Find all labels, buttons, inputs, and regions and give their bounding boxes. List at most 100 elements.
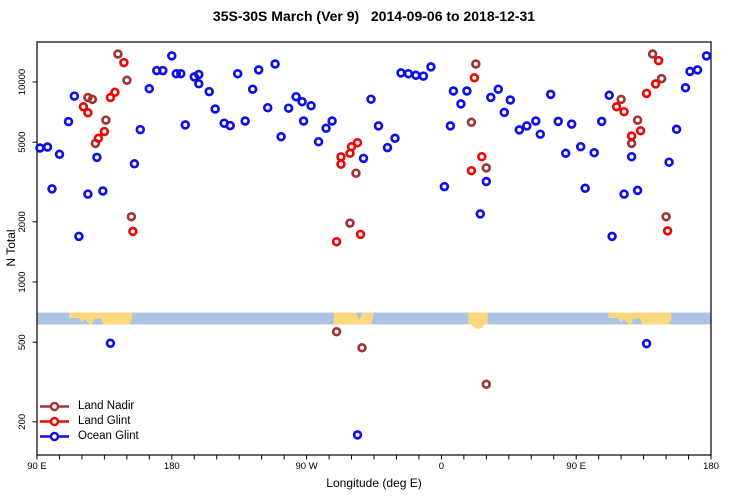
data-point-ocean-glint [327,116,337,126]
data-point-land-glint [336,159,346,169]
data-point-ocean-glint [475,209,486,219]
data-point-land-glint [105,92,116,103]
data-point-land-glint [93,133,104,144]
data-point-ocean-glint [276,131,286,142]
data-point-ocean-glint [411,70,421,81]
plot-box [36,41,712,456]
legend-item-land-glint: Land Glint [38,414,139,429]
data-point-ocean-glint [604,90,614,101]
data-point-land-glint [331,236,342,247]
data-point-land-glint [352,137,363,148]
data-point-land-glint [635,126,646,136]
data-point-land-nadir [616,94,626,105]
data-point-ocean-glint [210,104,220,114]
data-point-ocean-glint [54,149,65,160]
data-point-ocean-glint [531,116,541,126]
data-point-ocean-glint [396,68,406,78]
data-point-land-nadir [357,343,367,353]
legend-item-land-nadir: Land Nadir [38,399,139,414]
data-point-land-glint [653,55,664,66]
data-point-land-nadir [466,117,477,128]
data-point-land-nadir [632,115,643,125]
data-point-ocean-glint [105,338,116,349]
data-point-land-nadir [331,326,342,337]
data-point-ocean-glint [439,181,450,192]
data-point-ocean-glint [171,68,182,79]
data-point-land-nadir [101,115,111,125]
data-point-land-glint [119,57,129,68]
data-point-ocean-glint [352,430,363,440]
data-point-ocean-glint [596,116,607,127]
map-band-land-africa [468,312,488,329]
data-point-ocean-glint [306,101,316,111]
data-point-ocean-glint [580,183,590,194]
data-point-land-glint [355,229,366,240]
data-point-land-nadir [122,75,132,86]
legend-circle [49,416,60,427]
y-axis-label: N Total [4,229,18,267]
x-tick-label: 90 E [27,461,47,472]
data-point-ocean-glint [176,68,186,79]
data-point-land-nadir [481,163,492,173]
map-band-land-south-america [333,312,374,325]
legend-circle [49,401,60,412]
data-point-ocean-glint [445,121,456,131]
data-point-ocean-glint [390,133,400,144]
data-point-land-glint [466,165,477,176]
data-point-land-glint [78,102,89,112]
data-point-ocean-glint [167,51,177,61]
data-point-ocean-glint [418,71,429,81]
data-point-land-glint [626,131,637,141]
data-point-land-nadir [351,168,361,178]
data-point-ocean-glint [486,92,496,103]
x-tick-label: 0 [439,461,444,472]
data-point-ocean-glint [456,99,466,109]
data-point-ocean-glint [321,123,331,134]
data-point-ocean-glint [685,66,695,77]
data-point-ocean-glint [358,153,369,164]
data-point-ocean-glint [313,136,324,147]
data-point-ocean-glint [240,116,250,126]
y-tick-label: 5000 [17,132,28,153]
land-glint-marker-icon [40,416,69,427]
map-band-ocean [37,312,711,325]
data-point-land-nadir [87,94,98,105]
data-point-land-glint [469,73,480,83]
data-point-ocean-glint [232,68,243,79]
y-tick-label: 200 [17,414,28,430]
data-point-ocean-glint [499,107,510,118]
data-point-ocean-glint [373,121,384,131]
data-point-land-glint [650,79,661,89]
data-point-land-nadir [481,379,492,390]
data-point-ocean-glint [553,116,563,127]
data-point-land-nadir [471,59,481,69]
data-point-ocean-glint [448,86,459,96]
data-point-ocean-glint [253,65,264,75]
ocean-glint-marker-icon [40,431,69,442]
map-band-land-australia [608,312,672,325]
data-point-land-glint [619,106,629,117]
data-point-ocean-glint [514,125,525,135]
x-axis-label: Longitude (deg E) [326,476,422,490]
data-point-ocean-glint [204,86,214,97]
map-band-land-australia [69,312,133,325]
data-point-land-glint [641,88,652,99]
x-tick-label: 90 W [296,461,318,472]
data-point-ocean-glint [129,159,140,169]
data-point-ocean-glint [589,147,599,158]
data-point-ocean-glint [291,91,301,102]
data-point-ocean-glint [641,338,652,349]
data-point-ocean-glint [632,185,643,196]
legend-item-ocean-glint: Ocean Glint [38,429,139,444]
data-point-ocean-glint [462,86,472,96]
legend-label: Land Nadir [78,400,135,412]
data-point-ocean-glint [607,231,617,242]
data-point-land-glint [611,102,622,112]
data-point-ocean-glint [63,116,74,127]
legend-label: Ocean Glint [78,430,139,442]
data-point-ocean-glint [247,84,258,94]
data-point-ocean-glint [560,148,571,159]
data-point-ocean-glint [680,82,691,93]
data-point-land-nadir [345,218,355,228]
